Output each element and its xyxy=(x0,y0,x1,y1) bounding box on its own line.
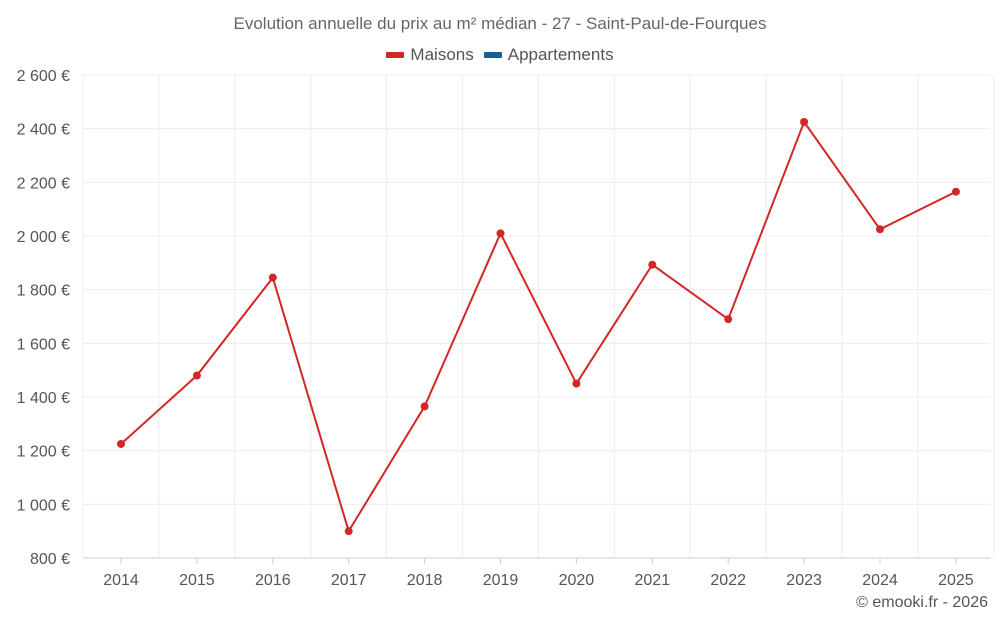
legend-item-maisons[interactable]: Maisons xyxy=(386,45,474,65)
legend-label-maisons: Maisons xyxy=(410,45,474,64)
data-point-maisons[interactable] xyxy=(268,273,277,282)
x-tick-label: 2025 xyxy=(938,572,974,589)
data-point-maisons[interactable] xyxy=(572,379,581,388)
series-line-maisons xyxy=(120,120,957,533)
y-tick-label: 2 000 € xyxy=(17,229,70,246)
data-point-maisons[interactable] xyxy=(496,229,505,238)
y-tick-label: 1 600 € xyxy=(17,336,70,353)
legend-item-appartements[interactable]: Appartements xyxy=(483,45,614,65)
chart-title: Evolution annuelle du prix au m² médian … xyxy=(233,14,767,33)
y-tick-label: 2 600 € xyxy=(17,68,70,85)
data-point-maisons[interactable] xyxy=(192,371,201,380)
data-point-maisons[interactable] xyxy=(420,402,429,411)
y-tick-label: 1 400 € xyxy=(17,390,70,407)
x-tick-label: 2020 xyxy=(559,572,595,589)
y-tick-label: 1 200 € xyxy=(17,444,70,461)
data-point-maisons[interactable] xyxy=(951,187,960,196)
x-tick-label: 2019 xyxy=(483,572,519,589)
x-tick-label: 2016 xyxy=(255,572,291,589)
data-point-maisons[interactable] xyxy=(117,439,125,448)
y-tick-label: 1 800 € xyxy=(17,283,70,300)
chart-legend: Maisons Appartements xyxy=(0,45,1000,65)
data-point-maisons[interactable] xyxy=(648,260,657,269)
credit-text: © emooki.fr - 2026 xyxy=(856,594,988,611)
y-tick-label: 800 € xyxy=(30,551,70,568)
x-tick-label: 2017 xyxy=(331,572,367,589)
x-tick-label: 2021 xyxy=(635,572,671,589)
y-tick-label: 2 400 € xyxy=(17,122,70,139)
x-tick-label: 2015 xyxy=(179,572,215,589)
x-tick-label: 2014 xyxy=(103,572,139,589)
data-point-maisons[interactable] xyxy=(724,315,733,324)
data-point-maisons[interactable] xyxy=(344,527,353,536)
x-tick-label: 2024 xyxy=(862,572,898,589)
x-tick-label: 2018 xyxy=(407,572,443,589)
legend-swatch-maisons xyxy=(386,52,405,58)
y-tick-label: 1 000 € xyxy=(17,497,70,514)
legend-swatch-appartements xyxy=(483,52,502,58)
y-tick-label: 2 200 € xyxy=(17,175,70,192)
data-point-maisons[interactable] xyxy=(800,117,809,126)
x-tick-label: 2022 xyxy=(710,572,746,589)
x-tick-label: 2023 xyxy=(786,572,822,589)
data-point-maisons[interactable] xyxy=(876,225,884,234)
legend-label-appartements: Appartements xyxy=(507,45,614,64)
